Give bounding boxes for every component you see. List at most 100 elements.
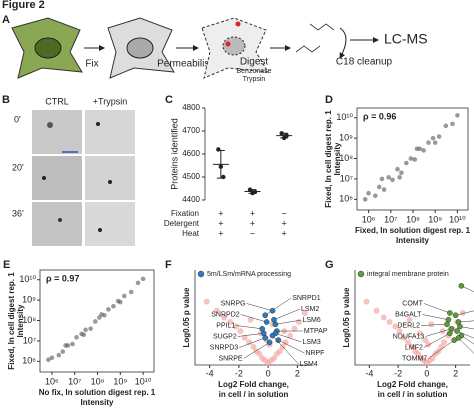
enzyme	[225, 41, 231, 47]
point	[282, 339, 289, 346]
point	[447, 330, 453, 337]
y-tick-label: 4400	[182, 195, 200, 204]
point	[63, 343, 68, 348]
point	[140, 276, 146, 282]
point	[99, 312, 104, 317]
x-tick-label: 10⁷	[384, 214, 397, 224]
point	[81, 332, 87, 338]
point	[70, 341, 75, 347]
point	[287, 332, 294, 339]
point	[390, 177, 395, 183]
condition-name: Fixation	[171, 209, 199, 218]
point	[203, 298, 210, 305]
leader-line	[425, 328, 452, 337]
leader-line	[275, 319, 302, 325]
point	[458, 283, 465, 289]
point	[428, 321, 435, 328]
point	[262, 335, 269, 341]
point	[301, 309, 308, 316]
point-label: SNRPE	[218, 355, 242, 362]
point	[60, 349, 66, 354]
point	[263, 319, 270, 325]
x-tick-label: 10⁹	[113, 376, 127, 386]
leader-line	[272, 335, 299, 365]
leader-line	[237, 333, 264, 337]
point	[408, 156, 414, 161]
point	[373, 307, 380, 314]
x-tick-label: 0	[424, 368, 429, 378]
point	[430, 135, 436, 141]
point	[400, 334, 407, 341]
point-label: MTPAP	[304, 328, 328, 335]
annotation: ρ = 0.96	[363, 111, 396, 121]
point	[459, 309, 466, 316]
point	[221, 174, 226, 180]
leader-line	[461, 285, 474, 293]
point-label: SNRPD3	[210, 344, 239, 351]
y-axis-label: Log0.05 p value	[342, 287, 351, 348]
y-tick-label: 10⁶	[22, 356, 36, 366]
row-label: 36'	[12, 208, 24, 218]
step-label: Digest	[240, 57, 269, 68]
point	[252, 189, 258, 195]
point	[399, 170, 404, 176]
leader-line	[455, 310, 474, 316]
point	[221, 314, 228, 321]
leader-line	[239, 337, 266, 348]
y-tick-label: 10⁹	[22, 295, 36, 305]
micrographs	[32, 110, 135, 246]
legend-label: 5m/LSm/mRNA processing	[207, 271, 291, 278]
point	[232, 323, 239, 330]
leader-line	[420, 324, 448, 326]
x-axis-label: in cell / in solution	[378, 390, 448, 399]
x-axis-label: Fixed, In solution digest rep. 1	[355, 226, 471, 235]
x-tick-label: -4	[206, 368, 214, 378]
point-label: B4GALT	[395, 311, 422, 318]
point	[106, 307, 111, 312]
point	[386, 319, 393, 326]
point	[439, 328, 446, 335]
x-axis-label: in cell / in solution	[219, 390, 289, 399]
point	[276, 348, 283, 355]
x-tick-label: 0	[266, 368, 271, 378]
point	[266, 339, 273, 346]
point	[241, 334, 248, 341]
point	[392, 323, 399, 330]
point	[269, 307, 276, 314]
y-axis-label: Proteins identified	[169, 118, 179, 190]
step-label: C18 cleanup	[336, 57, 393, 68]
x-axis-label: Log2 Fold change,	[218, 380, 289, 389]
x-tick-label: 2	[295, 368, 300, 378]
point-label: TOMM7	[402, 355, 427, 362]
point	[111, 303, 116, 309]
point	[450, 121, 455, 127]
panel-label: D	[325, 94, 333, 106]
point	[405, 339, 412, 346]
x-tick-label: 10¹⁰	[449, 214, 466, 224]
y-tick-label: 10⁸	[22, 315, 36, 325]
condition-mark: +	[218, 218, 223, 228]
leader-line	[428, 339, 455, 359]
point	[441, 339, 448, 346]
condition-mark: +	[282, 228, 287, 238]
point	[56, 352, 62, 358]
y-tick-label: 10⁷	[340, 173, 353, 183]
point	[256, 350, 263, 357]
point	[386, 175, 391, 180]
point-label: SNRPD2	[211, 311, 240, 318]
panel-label: B	[2, 94, 10, 106]
point-label: COMT	[402, 300, 423, 307]
nucleus	[126, 37, 154, 59]
point-label: LSM2	[301, 306, 319, 313]
legend-label: integral membrane protein	[367, 271, 449, 278]
leader-line	[459, 326, 474, 330]
x-tick-label: -4	[365, 368, 373, 378]
point	[426, 140, 431, 145]
x-tick-label: 2	[453, 368, 458, 378]
point	[46, 357, 51, 363]
point	[436, 134, 442, 139]
x-tick-label: 10⁷	[68, 376, 81, 386]
leader-line	[423, 333, 450, 348]
leader-line	[423, 303, 450, 314]
point	[275, 337, 282, 343]
